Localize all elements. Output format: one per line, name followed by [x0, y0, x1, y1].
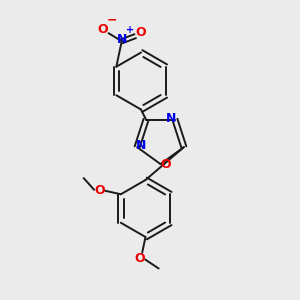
Text: O: O: [160, 158, 171, 171]
Text: N: N: [136, 139, 146, 152]
Text: N: N: [116, 33, 127, 46]
Text: O: O: [135, 251, 146, 265]
Text: N: N: [166, 112, 176, 124]
Text: O: O: [135, 26, 146, 39]
Text: O: O: [94, 184, 104, 197]
Text: O: O: [98, 23, 108, 36]
Text: −: −: [106, 14, 117, 27]
Text: +: +: [126, 25, 134, 35]
